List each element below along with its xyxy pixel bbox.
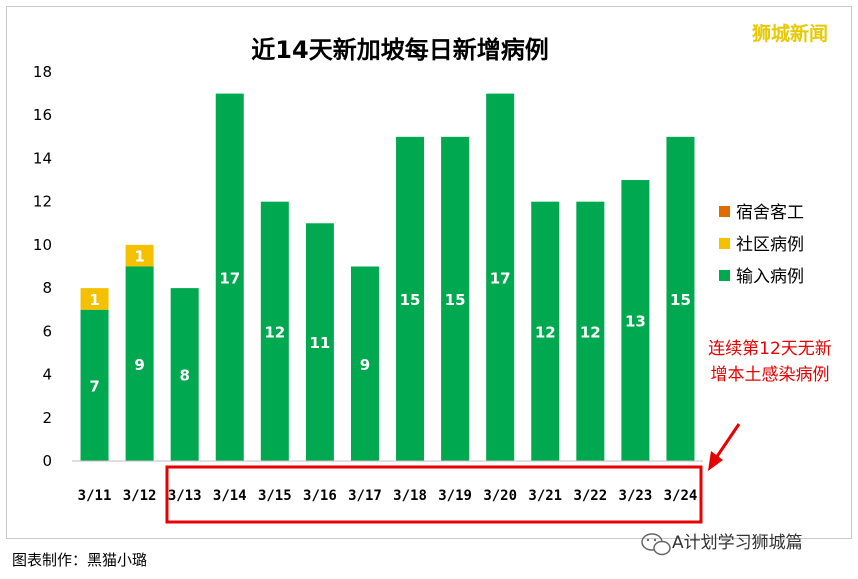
y-tick-label: 0 <box>42 452 52 470</box>
data-label: 15 <box>445 291 466 309</box>
legend-swatch-0 <box>719 206 730 217</box>
annotation-line-0: 连续第12天无新 <box>708 339 832 359</box>
x-tick-label: 3/24 <box>664 488 698 504</box>
wechat-watermark: A计划学习狮城篇 <box>641 533 803 556</box>
data-label: 12 <box>580 323 601 341</box>
x-axis-ticks: 3/11 3/12 3/13 3/14 3/15 3/16 3/17 3/18 3/19 3/20… <box>78 488 698 504</box>
y-tick-label: 12 <box>33 193 52 211</box>
data-label: 12 <box>264 323 285 341</box>
bar-import-8 <box>441 136 470 462</box>
y-tick-label: 18 <box>33 63 52 81</box>
legend-swatch-1 <box>719 238 730 249</box>
legend-label-0: 宿舍客工 <box>736 203 804 223</box>
bar-community-0 <box>80 288 109 310</box>
data-label: 12 <box>535 323 556 341</box>
data-label: 15 <box>400 291 421 309</box>
highlight-box <box>165 465 703 524</box>
x-tick-label: 3/17 <box>348 488 382 504</box>
wechat-account: A计划学习狮城篇 <box>672 533 803 553</box>
legend-label-2: 输入病例 <box>736 267 804 287</box>
annotation-arrow-head <box>708 451 723 471</box>
data-label: 17 <box>219 269 240 287</box>
x-tick-label: 3/19 <box>438 488 472 504</box>
bar-import-6 <box>350 266 379 461</box>
data-label: 15 <box>670 291 691 309</box>
y-tick-label: 8 <box>42 279 52 297</box>
bar-import-13 <box>666 136 695 462</box>
x-tick-label: 3/18 <box>393 488 427 504</box>
brand-watermark: 狮城新闻 <box>752 22 828 45</box>
bar-import-9 <box>486 93 515 461</box>
x-tick-label: 3/14 <box>213 488 247 504</box>
bar-community-1 <box>125 244 154 267</box>
chart-title: 近14天新加坡每日新增病例 <box>251 36 548 64</box>
bar-import-7 <box>396 136 425 462</box>
data-label: 11 <box>309 334 330 352</box>
bar-import-11 <box>576 201 605 461</box>
legend-label-1: 社区病例 <box>736 235 804 255</box>
caption: 图表制作：黑猫小璐 <box>12 551 147 569</box>
data-label: 17 <box>490 269 511 287</box>
x-tick-label: 3/21 <box>528 488 562 504</box>
x-tick-label: 3/20 <box>483 488 517 504</box>
bar-import-3 <box>215 93 244 461</box>
y-axis-ticks: 0 2 4 6 8 10 12 14 16 18 <box>33 63 52 470</box>
y-tick-label: 2 <box>42 409 52 427</box>
y-tick-label: 14 <box>33 149 52 167</box>
y-tick-label: 16 <box>33 106 52 124</box>
bar-import-12 <box>621 180 650 462</box>
data-label: 13 <box>625 313 646 331</box>
annotation-arrow-line <box>714 423 741 459</box>
x-tick-label: 3/23 <box>619 488 653 504</box>
x-tick-label: 3/22 <box>573 488 607 504</box>
bars: 7 1 9 1 8 17 12 11 9 15 15 17 12 12 13 15 <box>80 93 695 462</box>
x-tick-label: 3/13 <box>168 488 202 504</box>
data-label: 8 <box>179 367 189 385</box>
bar-import-4 <box>260 201 289 461</box>
data-label: 1 <box>89 291 99 309</box>
bar-import-5 <box>305 223 334 461</box>
y-tick-label: 6 <box>42 322 52 340</box>
bar-import-1 <box>125 266 154 461</box>
bar-import-2 <box>170 288 199 461</box>
data-label: 9 <box>134 356 144 374</box>
y-tick-label: 4 <box>42 366 52 384</box>
x-tick-label: 3/15 <box>258 488 292 504</box>
wechat-icon <box>641 533 671 556</box>
x-tick-label: 3/11 <box>78 488 112 504</box>
data-label: 7 <box>89 377 99 395</box>
bar-import-0 <box>80 309 109 461</box>
x-tick-label: 3/12 <box>123 488 157 504</box>
data-label: 1 <box>134 248 144 266</box>
data-label: 9 <box>360 356 370 374</box>
annotation-line-1: 增本土感染病例 <box>711 365 830 385</box>
y-tick-label: 10 <box>33 236 52 254</box>
x-tick-label: 3/16 <box>303 488 337 504</box>
legend-swatch-2 <box>719 270 730 281</box>
bar-import-10 <box>531 201 560 461</box>
